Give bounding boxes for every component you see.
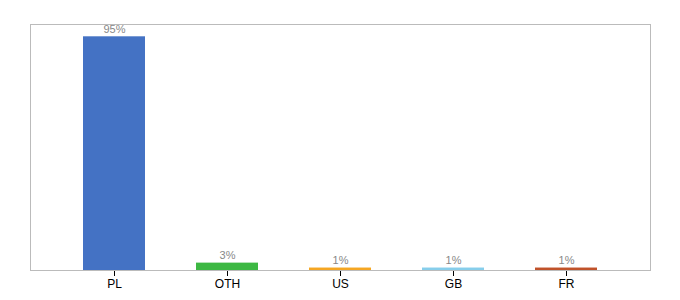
- svg-text:3%: 3%: [220, 249, 236, 261]
- svg-text:OTH: OTH: [215, 277, 240, 291]
- svg-text:95%: 95%: [103, 22, 126, 35]
- svg-text:GB: GB: [445, 277, 462, 291]
- svg-text:1%: 1%: [446, 254, 462, 266]
- svg-text:PL: PL: [107, 277, 122, 291]
- svg-text:FR: FR: [559, 277, 575, 291]
- svg-text:US: US: [332, 277, 349, 291]
- svg-text:1%: 1%: [333, 254, 349, 266]
- svg-text:1%: 1%: [559, 254, 575, 266]
